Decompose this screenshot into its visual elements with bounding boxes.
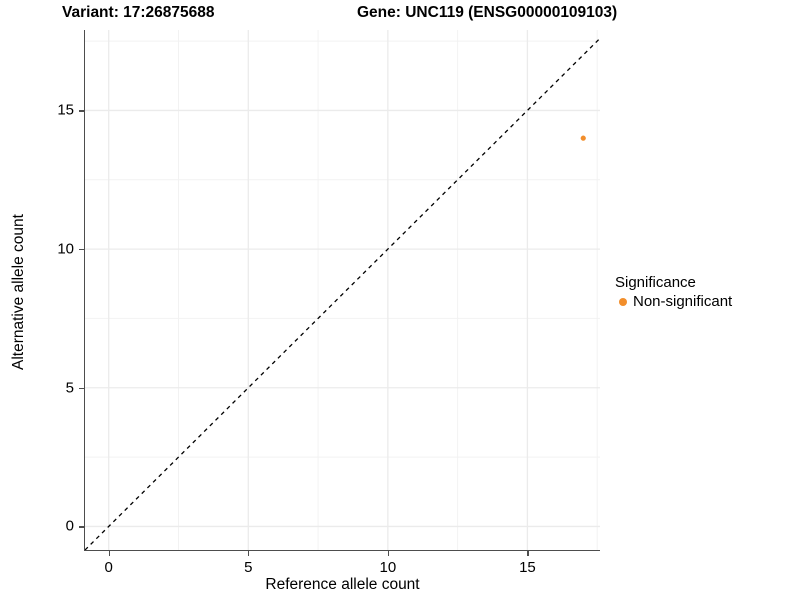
y-tick-label: 0 [65,517,74,535]
x-tick-mark [527,551,529,556]
gridlines [85,30,600,550]
y-tick-mark [79,387,84,389]
y-tick-mark [79,526,84,528]
y-tick-label: 10 [57,240,74,258]
legend: Significance Non-significant [615,274,732,311]
y-tick-mark [79,110,84,112]
y-axis-label: Alternative allele count [10,214,27,370]
data-point [580,135,586,141]
x-axis-line [85,550,600,552]
legend-item[interactable]: Non-significant [615,293,732,311]
x-axis-label: Reference allele count [265,576,420,593]
x-tick-mark [108,551,110,556]
y-tick-label: 15 [57,101,74,119]
variant-title: Variant: 17:26875688 [62,4,215,21]
x-tick-mark [387,551,390,556]
x-tick-label: 0 [104,559,113,576]
plot-panel [85,30,600,550]
y-tick-mark [79,249,84,251]
y-tick-label: 5 [65,379,74,397]
legend-item-label: Non-significant [633,293,733,310]
x-tick-label: 10 [379,559,397,576]
gene-title: Gene: UNC119 (ENSG00000109103) [357,4,618,21]
y-axis-line [84,30,86,551]
x-tick-label: 5 [244,559,253,576]
x-tick-mark [248,551,250,556]
legend-title: Significance [615,274,696,291]
data-layer [85,37,600,550]
legend-key-dot-icon [619,298,627,306]
legend-items: Non-significant [615,293,732,311]
x-tick-label: 15 [519,559,536,576]
